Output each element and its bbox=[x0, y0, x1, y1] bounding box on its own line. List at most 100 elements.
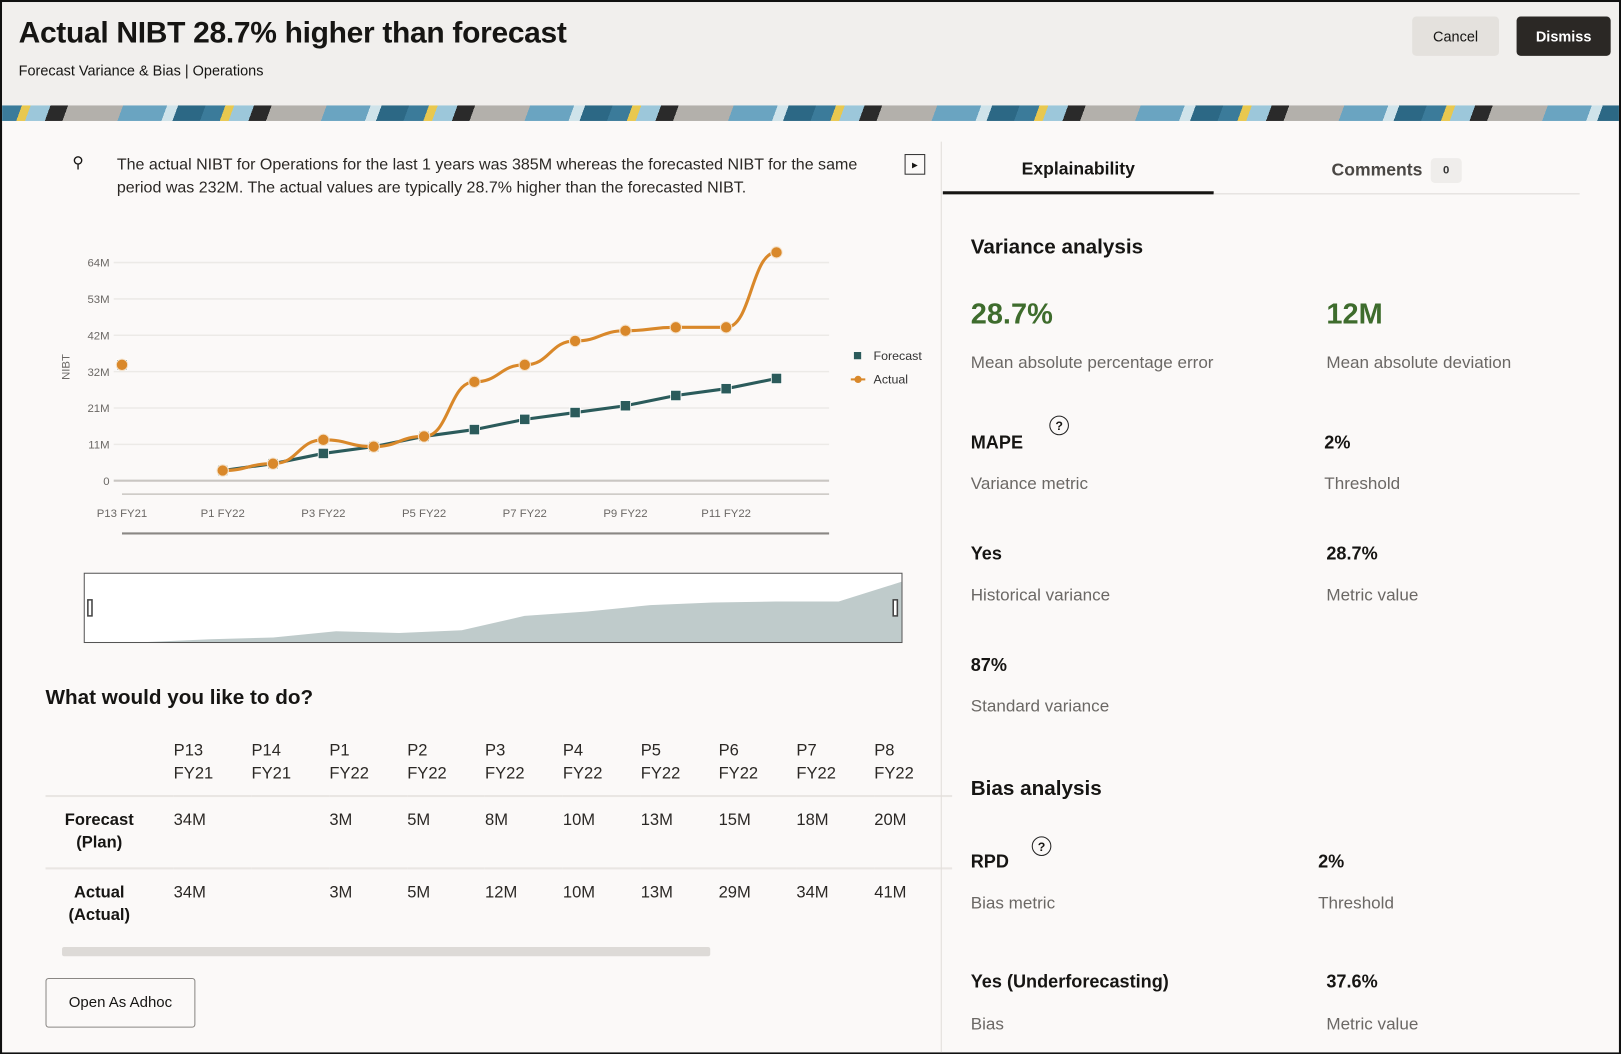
column-header: P4 FY22 bbox=[563, 738, 641, 796]
cancel-button[interactable]: Cancel bbox=[1412, 16, 1500, 56]
bias-analysis-heading: Bias analysis bbox=[970, 777, 1102, 801]
column-header: P13 FY21 bbox=[174, 738, 252, 796]
table-cell: 34M bbox=[173, 867, 252, 940]
bias-threshold-value: 2% bbox=[1318, 850, 1345, 872]
data-point-forecast bbox=[619, 400, 632, 412]
dismiss-button[interactable]: Dismiss bbox=[1516, 16, 1611, 56]
table-cell: 10M bbox=[562, 867, 641, 940]
data-point-actual bbox=[669, 321, 682, 334]
column-header-line: P14 bbox=[251, 742, 281, 760]
column-header: P5 FY22 bbox=[641, 738, 719, 796]
table-cell: 15M bbox=[718, 794, 797, 869]
x-tick-label: P11 FY22 bbox=[701, 508, 751, 520]
column-header-line: FY22 bbox=[718, 765, 759, 783]
data-point-actual bbox=[719, 321, 733, 334]
tab-explainability[interactable]: Explainability bbox=[942, 147, 1214, 195]
legend-marker bbox=[854, 375, 862, 384]
data-point-actual bbox=[266, 457, 280, 470]
mape-value: 28.7% bbox=[970, 297, 1053, 330]
collapse-panel-icon[interactable]: ▸ bbox=[904, 154, 926, 175]
x-tick-label: P7 FY22 bbox=[503, 508, 547, 520]
row-label: Forecast (Plan) bbox=[45, 794, 174, 869]
column-header-line: P4 bbox=[562, 742, 584, 760]
column-header-line: FY21 bbox=[251, 765, 292, 783]
page-title: Actual NIBT 28.7% higher than forecast bbox=[18, 16, 567, 50]
column-header-line: P1 bbox=[329, 742, 350, 760]
corner-cell bbox=[45, 738, 173, 796]
column-header: P2 FY22 bbox=[407, 738, 485, 796]
table-cell: 41M bbox=[874, 867, 953, 940]
help-icon[interactable]: ? bbox=[1031, 836, 1052, 856]
tab-comments[interactable]: Comments 0 bbox=[1214, 147, 1580, 195]
table-cell: 34M bbox=[173, 794, 252, 869]
historical-variance-value: Yes bbox=[970, 542, 1002, 564]
table-cell: 12M bbox=[485, 867, 563, 940]
data-point-actual bbox=[770, 246, 783, 259]
table-cell: 13M bbox=[640, 794, 719, 869]
column-header: P3 FY22 bbox=[485, 738, 563, 796]
open-as-adhoc-button[interactable]: Open As Adhoc bbox=[45, 977, 196, 1028]
series-line-actual bbox=[222, 250, 777, 473]
data-point-actual bbox=[216, 464, 229, 477]
table-cell: 34M bbox=[796, 867, 875, 940]
bias-metric-value-label: Metric value bbox=[1326, 1015, 1419, 1034]
data-point-forecast bbox=[770, 372, 783, 385]
tab-label: Explainability bbox=[1021, 158, 1135, 179]
column-header-line: P5 bbox=[640, 742, 661, 760]
column-header: P8 FY22 bbox=[874, 738, 952, 796]
y-tick-label: 53M bbox=[87, 294, 109, 306]
y-tick-label: 21M bbox=[87, 403, 109, 415]
y-tick-label: 42M bbox=[87, 330, 109, 342]
table-cell: 20M bbox=[874, 794, 953, 869]
data-point-forecast bbox=[468, 424, 480, 436]
data-point-forecast bbox=[670, 389, 682, 402]
column-header-line: FY22 bbox=[407, 765, 447, 783]
column-header-line: P2 bbox=[407, 742, 428, 760]
chart-overview-slider[interactable] bbox=[83, 572, 903, 644]
variance-threshold-label: Threshold bbox=[1324, 474, 1401, 494]
x-tick-label: P13 FY21 bbox=[97, 508, 148, 520]
bias-metric-label: Bias metric bbox=[970, 894, 1056, 913]
mad-label: Mean absolute deviation bbox=[1326, 353, 1512, 373]
scrollbar-thumb[interactable] bbox=[62, 946, 711, 957]
variance-threshold-value: 2% bbox=[1324, 432, 1351, 453]
range-handle-right bbox=[892, 599, 899, 617]
data-point-forecast bbox=[317, 447, 329, 460]
column-header-line: P7 bbox=[796, 742, 817, 760]
x-tick-label: P3 FY22 bbox=[301, 508, 345, 520]
bias-metric-value-value: 37.6% bbox=[1326, 970, 1378, 992]
column-header: P1 FY22 bbox=[329, 738, 407, 796]
overview-area bbox=[84, 581, 902, 642]
standard-variance-label: Standard variance bbox=[970, 696, 1110, 716]
table-cell: 18M bbox=[796, 794, 875, 869]
y-tick-label: 64M bbox=[87, 258, 109, 270]
comments-count-badge: 0 bbox=[1430, 158, 1462, 183]
data-point-actual bbox=[115, 358, 129, 372]
historical-variance-label: Historical variance bbox=[970, 586, 1111, 605]
table-cell: 8M bbox=[485, 794, 563, 869]
column-header-line: P3 bbox=[485, 742, 506, 760]
column-header: P14 FY21 bbox=[252, 738, 330, 796]
table-cell: 5M bbox=[407, 794, 486, 869]
table-cell: 13M bbox=[640, 867, 719, 940]
bias-metric-value: RPD bbox=[970, 850, 1009, 872]
data-point-actual bbox=[518, 358, 531, 372]
column-header-line: FY21 bbox=[173, 765, 214, 783]
actions-heading: What would you like to do? bbox=[45, 686, 314, 710]
help-icon[interactable]: ? bbox=[1049, 415, 1069, 436]
bias-label: Bias bbox=[970, 1015, 1004, 1034]
bias-value: Yes (Underforecasting) bbox=[970, 970, 1169, 992]
data-point-forecast bbox=[720, 383, 732, 395]
column-header-line: FY22 bbox=[329, 765, 369, 783]
row-label-line: (Actual) bbox=[68, 906, 131, 925]
column-header-line: FY22 bbox=[485, 765, 525, 783]
bias-threshold-label: Threshold bbox=[1318, 894, 1394, 913]
table-cell: 3M bbox=[329, 867, 408, 940]
variance-metric-value-value: 28.7% bbox=[1326, 542, 1378, 564]
range-handle-left bbox=[87, 599, 93, 617]
x-tick-label: P5 FY22 bbox=[402, 508, 446, 520]
column-header-line: P6 bbox=[718, 742, 739, 760]
series-line-forecast bbox=[222, 376, 777, 473]
data-table: P13 FY21 P14 FY21 P1 FY22 P2 FY22 P3 FY22 P4 FY22 P5… bbox=[45, 738, 953, 940]
